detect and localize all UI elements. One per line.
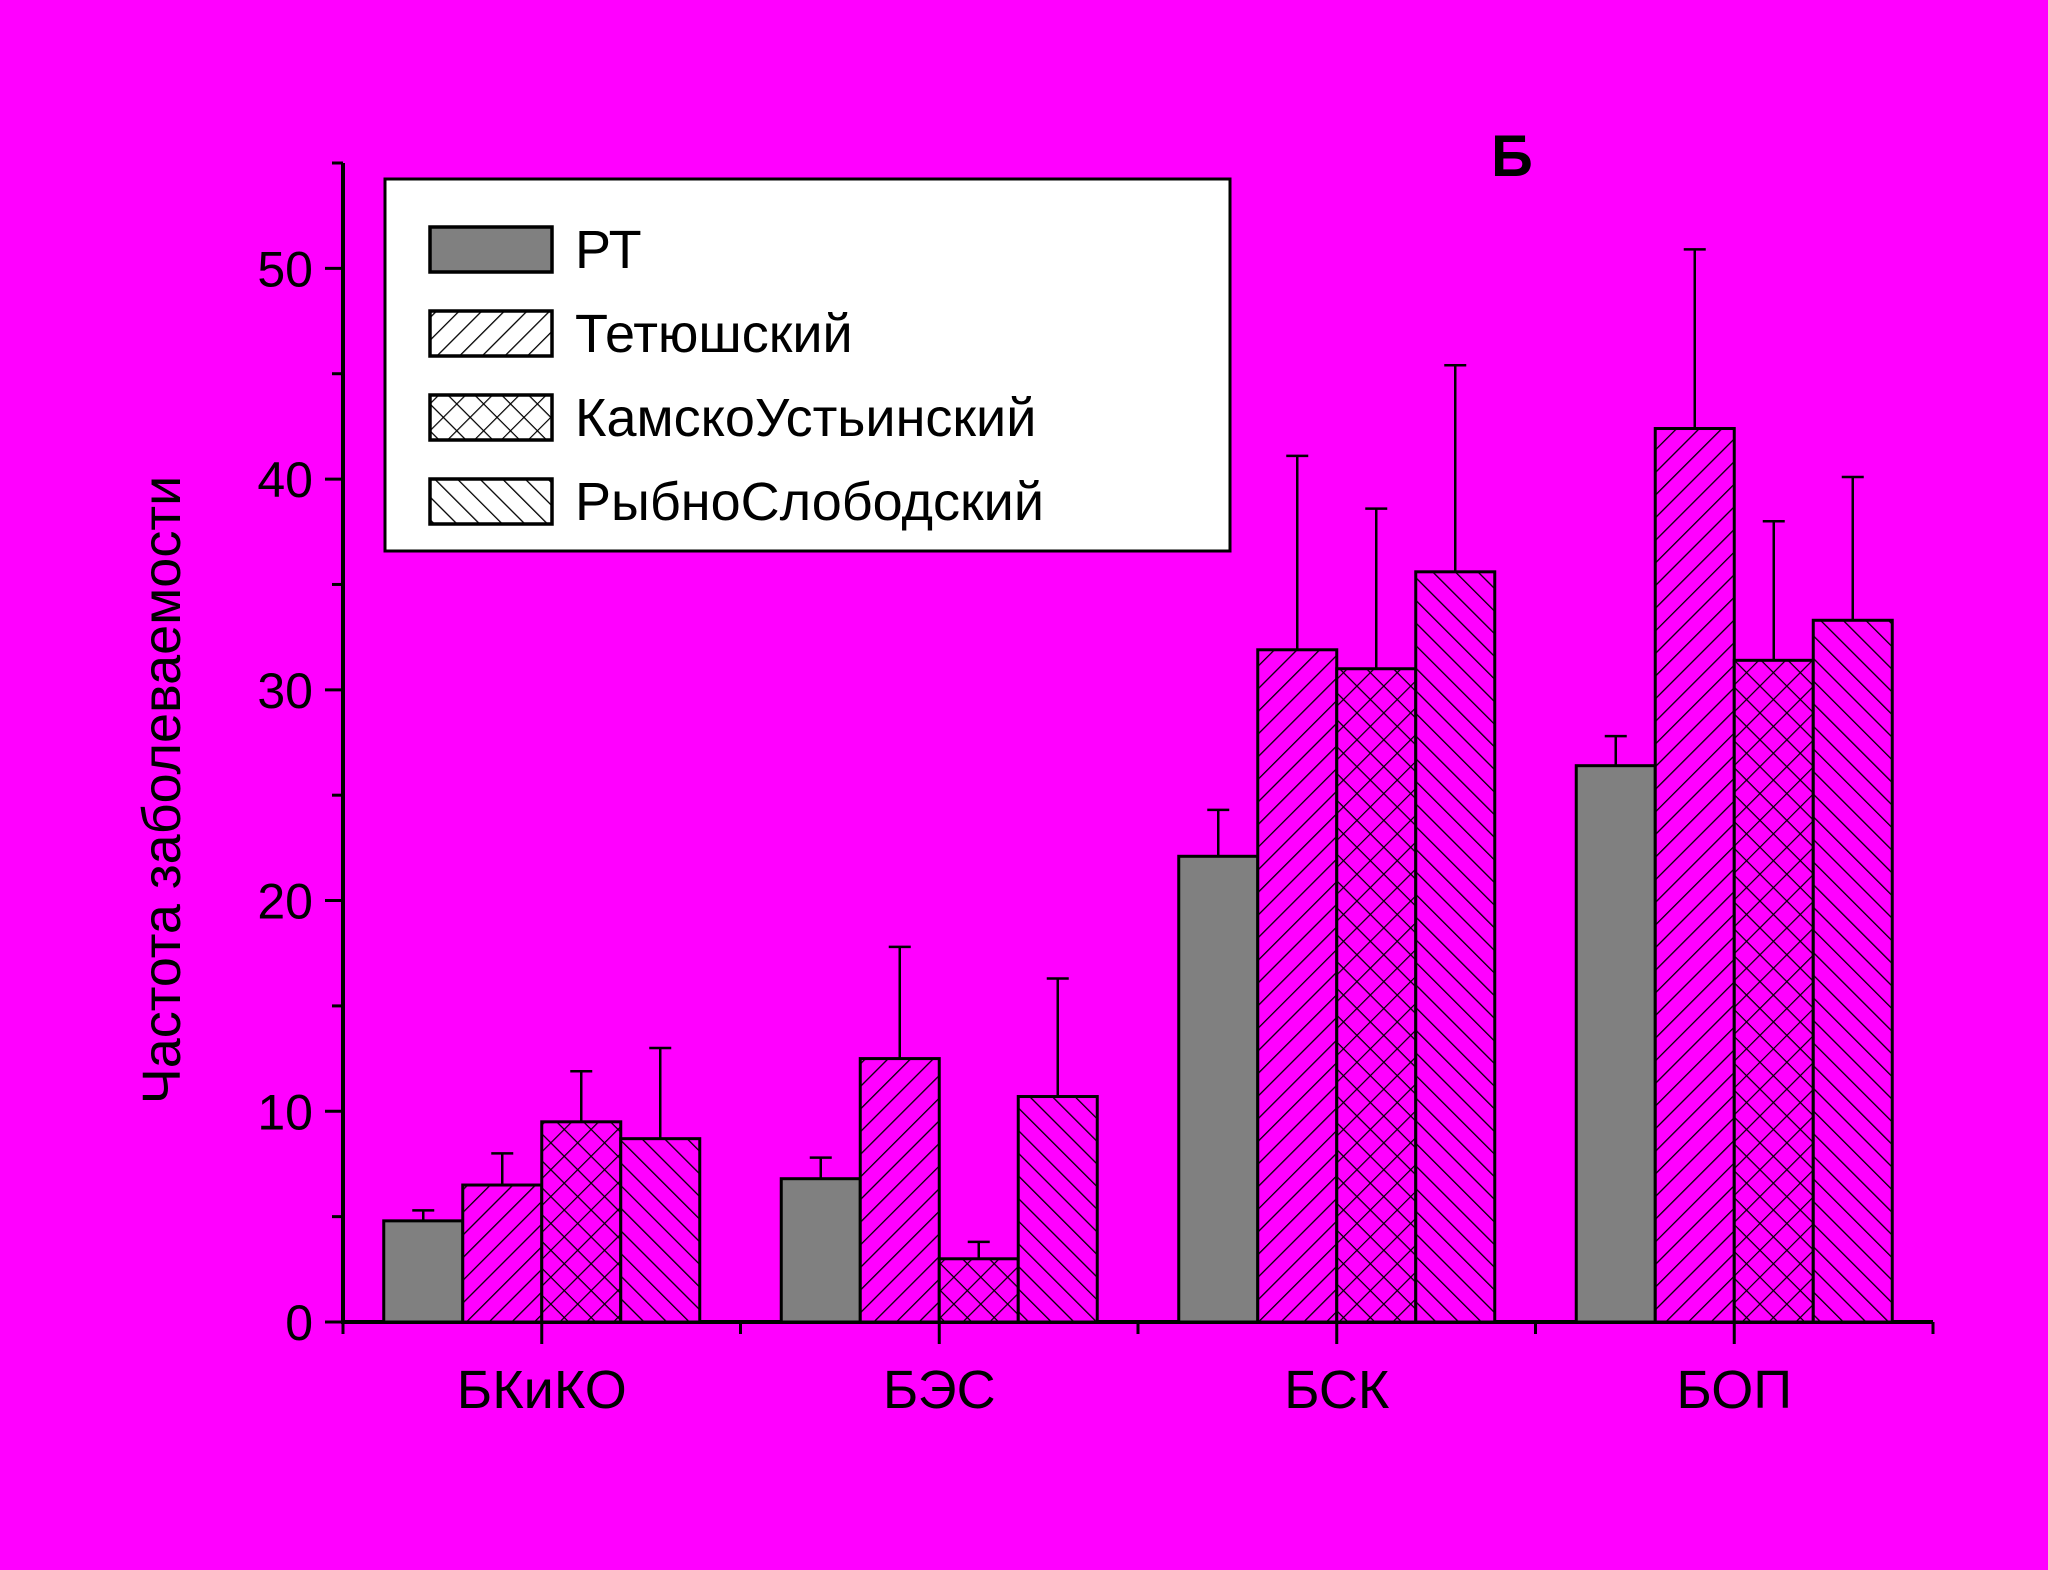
bar xyxy=(382,1219,465,1324)
legend-label: КамскоУстьинский xyxy=(575,388,1036,448)
bar xyxy=(1574,764,1657,1324)
bar xyxy=(1016,1095,1099,1324)
x-tick-label: БСК xyxy=(1284,1360,1390,1420)
bar xyxy=(779,1177,862,1324)
bar xyxy=(1732,658,1815,1324)
legend-swatch xyxy=(428,393,554,442)
bar xyxy=(1256,648,1339,1324)
x-tick-label: БОП xyxy=(1676,1360,1792,1420)
y-tick-label: 30 xyxy=(257,663,313,719)
legend-label: Тетюшский xyxy=(575,304,853,364)
y-axis-label: Частота заболеваемости xyxy=(132,476,192,1104)
bar xyxy=(1414,570,1497,1324)
y-tick-label: 40 xyxy=(257,452,313,508)
chart-title: Б xyxy=(1491,124,1533,189)
legend: РТ Тетюшский КамскоУстьинский РыбноСлободск… xyxy=(383,177,1232,553)
bar xyxy=(858,1057,941,1324)
bar xyxy=(619,1137,702,1324)
legend-swatch xyxy=(428,309,554,358)
bar xyxy=(540,1120,623,1324)
x-tick-label: БКиКО xyxy=(457,1360,627,1420)
y-tick-label: 20 xyxy=(257,874,313,930)
legend-swatch xyxy=(428,477,554,526)
bar xyxy=(1177,854,1260,1324)
bar xyxy=(1335,667,1418,1324)
y-tick-label: 0 xyxy=(285,1295,313,1351)
y-tick-label: 50 xyxy=(257,241,313,297)
bar xyxy=(937,1257,1020,1324)
bar xyxy=(1653,427,1736,1324)
legend-swatch xyxy=(428,225,554,274)
legend-label: РыбноСлободский xyxy=(575,472,1044,532)
x-tick-label: БЭС xyxy=(883,1360,996,1420)
bar xyxy=(461,1183,544,1324)
y-tick-label: 10 xyxy=(257,1084,313,1140)
legend-label: РТ xyxy=(575,220,642,280)
plot-area: 0 10 20 30 40 50 БКиКО БЭС БСК БОП xyxy=(257,161,1935,1420)
bar xyxy=(1811,618,1894,1324)
